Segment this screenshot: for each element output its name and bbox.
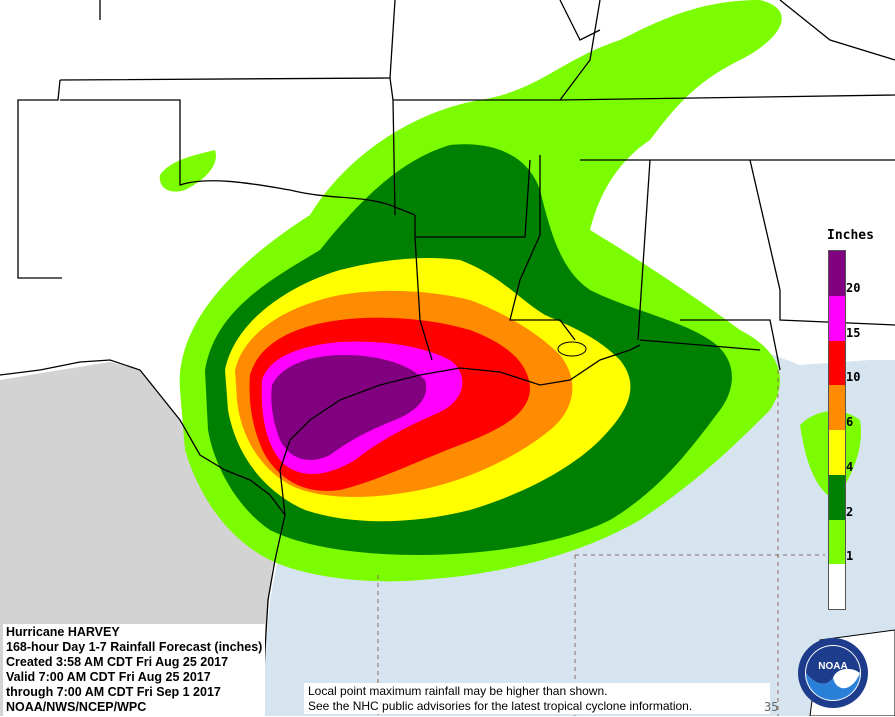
rain-20in <box>271 355 427 460</box>
legend-swatch <box>829 474 845 520</box>
disclaimer-line-1: Local point maximum rainfall may be high… <box>308 684 608 698</box>
created-time: Created 3:58 AM CDT Fri Aug 25 2017 <box>6 655 229 669</box>
legend-tick-label: 1 <box>846 549 854 564</box>
legend-swatch <box>829 430 845 475</box>
storm-name: Hurricane HARVEY <box>6 625 120 639</box>
legend-swatch <box>829 295 845 341</box>
corner-number: 35 <box>764 700 779 714</box>
disclaimer-line-2: See the NHC public advisories for the la… <box>308 698 693 713</box>
texas-coast <box>279 344 641 516</box>
legend-tick-label: 15 <box>846 325 861 340</box>
legend-title: Inches <box>827 228 874 243</box>
noaa-logo-text: NOAA <box>818 661 847 672</box>
disclaimer-box: Local point maximum rainfall may be high… <box>304 683 770 714</box>
rain-1in-north <box>159 150 216 192</box>
lake-pocket <box>557 341 587 357</box>
legend-tick-label: 4 <box>846 459 854 474</box>
legend-swatch <box>829 340 845 386</box>
info-box: Hurricane HARVEY 168-hour Day 1-7 Rainfa… <box>3 624 266 717</box>
forecast-title: 168-hour Day 1-7 Rainfall Forecast (inch… <box>6 640 263 654</box>
legend-swatch <box>829 385 845 430</box>
noaa-logo-icon: NOAA <box>798 638 868 708</box>
legend-swatch <box>829 564 845 609</box>
rio-grande <box>0 359 286 516</box>
marine-zone-lines <box>377 370 825 716</box>
agency-credit: NOAA/NWS/NCEP/WPC <box>6 700 147 714</box>
legend-tick-label: 10 <box>846 370 861 385</box>
state-borders <box>17 0 895 371</box>
legend-bar <box>828 250 846 610</box>
through-time: through 7:00 AM CDT Fri Sep 1 2017 <box>6 685 221 699</box>
legend-swatch <box>829 519 845 565</box>
legend-tick-label: 2 <box>846 504 854 519</box>
valid-time: Valid 7:00 AM CDT Fri Aug 25 2017 <box>6 670 211 684</box>
legend-tick-label: 6 <box>846 415 854 429</box>
legend-swatch <box>829 251 845 296</box>
legend-tick-label: 20 <box>846 280 861 295</box>
